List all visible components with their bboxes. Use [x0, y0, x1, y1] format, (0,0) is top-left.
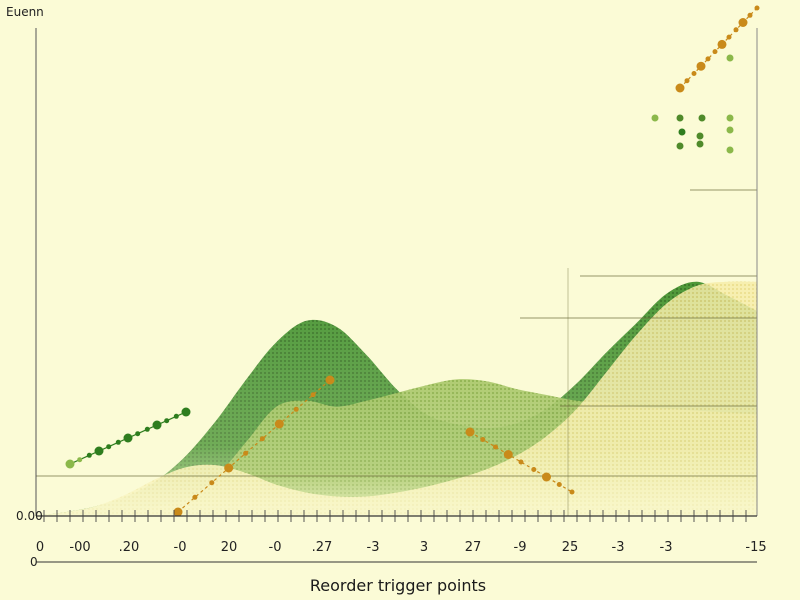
marker-point — [259, 436, 265, 442]
marker-point — [86, 452, 92, 458]
marker-point — [465, 427, 475, 437]
marker-series — [65, 5, 760, 517]
marker-point — [144, 426, 150, 432]
marker-point — [696, 61, 706, 71]
area-series-2-fade — [36, 281, 757, 516]
x-axis-ticks — [43, 510, 747, 522]
marker-point — [106, 444, 112, 450]
marker-point — [293, 406, 299, 412]
x-tick-label: 25 — [562, 540, 579, 555]
marker-point — [173, 413, 179, 419]
marker-point — [531, 467, 537, 472]
x-tick-label: .20 — [119, 540, 140, 555]
area-layers — [36, 281, 757, 517]
x-axis-tick-labels: 0 -00 .20 -0 20 -0 .27 -3 3 27 -9 25 -3 -3 -15 — [36, 540, 767, 555]
marker-point — [726, 146, 734, 154]
marker-point — [310, 392, 316, 398]
marker-point — [209, 480, 215, 486]
marker-cluster — [651, 54, 734, 154]
marker-point — [747, 12, 753, 18]
marker-point — [123, 433, 133, 443]
marker-point — [676, 142, 684, 150]
chart-title: Reorder trigger points — [310, 576, 486, 595]
x-tick-label: -0 — [174, 540, 187, 555]
marker-point — [733, 27, 739, 33]
marker-point — [493, 444, 498, 450]
reference-lines — [36, 189, 757, 516]
marker-point — [115, 439, 121, 445]
marker-point — [503, 450, 513, 459]
marker-point — [726, 54, 734, 62]
marker-point — [480, 437, 486, 442]
legend-label: Euenn — [6, 5, 44, 19]
marker-point — [181, 407, 191, 417]
x-tick-label: -9 — [514, 540, 527, 555]
marker-point — [675, 83, 685, 93]
marker-point — [712, 49, 718, 55]
marker-point — [224, 463, 234, 473]
marker-point — [726, 126, 734, 134]
marker-line-3-path — [469, 431, 573, 493]
marker-point — [676, 114, 684, 122]
marker-point — [325, 375, 335, 385]
y-origin-label: 0.00 — [16, 509, 43, 523]
marker-point — [192, 494, 198, 500]
marker-point — [77, 457, 83, 463]
x-tick-label: 3 — [420, 540, 428, 555]
marker-point — [518, 459, 524, 465]
x-tick-label: 27 — [465, 540, 482, 555]
marker-point — [717, 39, 727, 49]
marker-point — [754, 5, 760, 11]
marker-point — [173, 507, 183, 517]
marker-point — [243, 450, 249, 456]
marker-point — [274, 419, 284, 429]
marker-point — [678, 128, 686, 136]
marker-point — [94, 446, 104, 456]
marker-point — [164, 418, 170, 424]
marker-point — [556, 482, 562, 487]
x-tick-label: -15 — [745, 540, 766, 555]
x-tick-label: -00 — [69, 540, 90, 555]
marker-point — [684, 78, 690, 84]
marker-point — [569, 489, 575, 495]
x-tick-label: -0 — [269, 540, 282, 555]
marker-point — [65, 459, 75, 469]
marker-point — [726, 34, 732, 40]
x-tick-label: .27 — [312, 540, 333, 555]
marker-point — [696, 132, 704, 140]
x-tick-label: -3 — [612, 540, 625, 555]
x-tick-label: 20 — [221, 540, 238, 555]
marker-point — [705, 56, 711, 62]
marker-line-1 — [65, 407, 191, 469]
x-axis-start-label: 0 — [30, 555, 38, 569]
marker-line-3 — [465, 427, 575, 495]
marker-point — [696, 140, 704, 148]
marker-point — [651, 114, 659, 122]
marker-line-4 — [675, 5, 760, 93]
marker-point — [698, 114, 706, 122]
marker-point — [691, 71, 697, 76]
marker-point — [738, 18, 748, 27]
x-tick-label: -3 — [660, 540, 673, 555]
x-tick-label: -3 — [367, 540, 380, 555]
marker-point — [135, 431, 141, 437]
marker-point — [152, 420, 162, 430]
marker-line-2 — [173, 375, 335, 517]
marker-point — [542, 472, 551, 482]
marker-point — [726, 114, 734, 122]
x-tick-label: 0 — [36, 540, 44, 555]
